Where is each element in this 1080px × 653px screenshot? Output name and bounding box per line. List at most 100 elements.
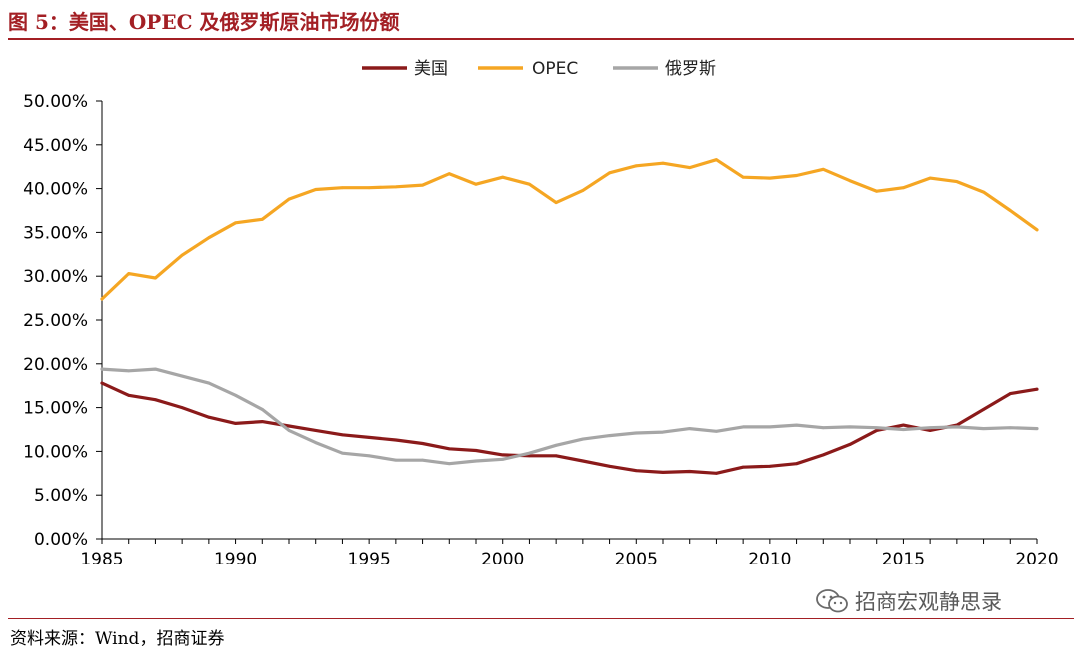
data-point: [554, 201, 558, 205]
data-point: [608, 171, 611, 175]
data-point: [982, 407, 985, 411]
data-point: [260, 420, 264, 424]
legend-label: 美国: [414, 59, 448, 79]
data-point: [501, 175, 505, 179]
data-point: [314, 441, 318, 445]
y-tick-label: 40.00%: [23, 180, 88, 200]
data-point: [528, 182, 531, 186]
data-point: [554, 443, 558, 447]
data-point: [608, 434, 611, 438]
data-point: [795, 174, 798, 177]
data-point: [474, 459, 478, 463]
x-tick-label: 1995: [348, 550, 391, 564]
data-point: [741, 465, 745, 469]
x-tick-label: 2010: [748, 550, 791, 564]
data-point: [474, 182, 478, 186]
data-point: [848, 425, 852, 429]
series-points-0: [100, 381, 1039, 475]
data-point: [982, 190, 985, 194]
data-point: [741, 425, 745, 429]
data-point: [100, 297, 104, 301]
legend: 美国 OPEC 俄罗斯: [362, 59, 716, 79]
y-tick-label: 20.00%: [23, 355, 88, 375]
watermark: 招商宏观静思录: [815, 586, 1002, 616]
data-point: [634, 431, 638, 435]
title-bar: 图 5：美国、OPEC 及俄罗斯原油市场份额: [8, 4, 1074, 40]
data-point: [768, 176, 772, 180]
line-chart: 美国 OPEC 俄罗斯 0.00% 5.00% 10.00% 15.00% 20.00% 25…: [23, 59, 1058, 564]
data-point: [875, 189, 879, 193]
data-point: [501, 457, 505, 461]
data-point: [367, 435, 371, 439]
y-tick-label: 45.00%: [23, 136, 88, 156]
data-point: [1035, 387, 1039, 391]
data-point: [447, 172, 451, 176]
data-point: [341, 186, 344, 190]
data-point: [207, 236, 211, 240]
data-point: [608, 464, 611, 468]
x-tick-label: 2015: [882, 550, 925, 564]
data-point: [715, 471, 718, 475]
data-point: [314, 428, 318, 432]
watermark-text: 招商宏观静思录: [855, 590, 1002, 614]
data-point: [688, 427, 692, 431]
y-tick-label: 10.00%: [23, 442, 88, 462]
data-point: [928, 428, 932, 432]
y-tick-label: 15.00%: [23, 399, 88, 419]
data-point: [955, 425, 959, 429]
source-note: 资料来源：Wind，招商证券: [10, 629, 225, 649]
data-point: [955, 180, 959, 183]
data-point: [234, 421, 237, 425]
x-tick-label: 1990: [214, 550, 257, 564]
data-point: [287, 428, 291, 432]
data-point: [100, 367, 104, 371]
data-point: [528, 451, 531, 455]
data-point: [581, 188, 585, 192]
data-point: [768, 425, 772, 429]
data-point: [1008, 209, 1012, 212]
data-point: [688, 470, 692, 473]
data-point: [260, 217, 264, 221]
series-points-1: [100, 158, 1039, 301]
data-point: [154, 398, 157, 402]
data-point: [207, 381, 211, 385]
y-tick-label: 35.00%: [23, 223, 88, 243]
data-point: [715, 429, 718, 433]
data-point: [661, 430, 665, 434]
figure-title: 图 5：美国、OPEC 及俄罗斯原油市场份额: [8, 10, 400, 34]
data-point: [795, 462, 798, 466]
series-line-2: [100, 367, 1039, 466]
data-point: [821, 453, 825, 457]
data-point: [341, 451, 344, 455]
data-point: [180, 253, 184, 257]
data-point: [928, 426, 932, 430]
data-point: [715, 158, 718, 162]
data-point: [581, 437, 585, 441]
x-tick-label: 2000: [481, 550, 524, 564]
data-point: [528, 454, 531, 458]
data-point: [875, 428, 879, 432]
data-point: [447, 447, 451, 451]
series-points-2: [100, 367, 1039, 466]
wechat-icon: [816, 589, 848, 613]
data-point: [367, 186, 371, 190]
x-tick-label: 2005: [615, 550, 658, 564]
data-point: [875, 426, 879, 430]
data-point: [768, 464, 772, 468]
data-point: [902, 423, 905, 427]
data-point: [127, 272, 131, 275]
data-point: [1035, 228, 1039, 232]
series-layer: [100, 158, 1039, 475]
footer-divider: [8, 618, 1074, 619]
data-point: [501, 453, 505, 457]
legend-label: 俄罗斯: [665, 59, 716, 79]
data-point: [581, 459, 585, 463]
data-point: [394, 438, 398, 442]
data-point: [127, 369, 131, 373]
data-point: [1008, 392, 1012, 395]
data-point: [367, 454, 371, 458]
data-point: [421, 458, 424, 462]
data-point: [1008, 426, 1012, 430]
data-point: [421, 183, 424, 187]
data-point: [661, 471, 665, 474]
